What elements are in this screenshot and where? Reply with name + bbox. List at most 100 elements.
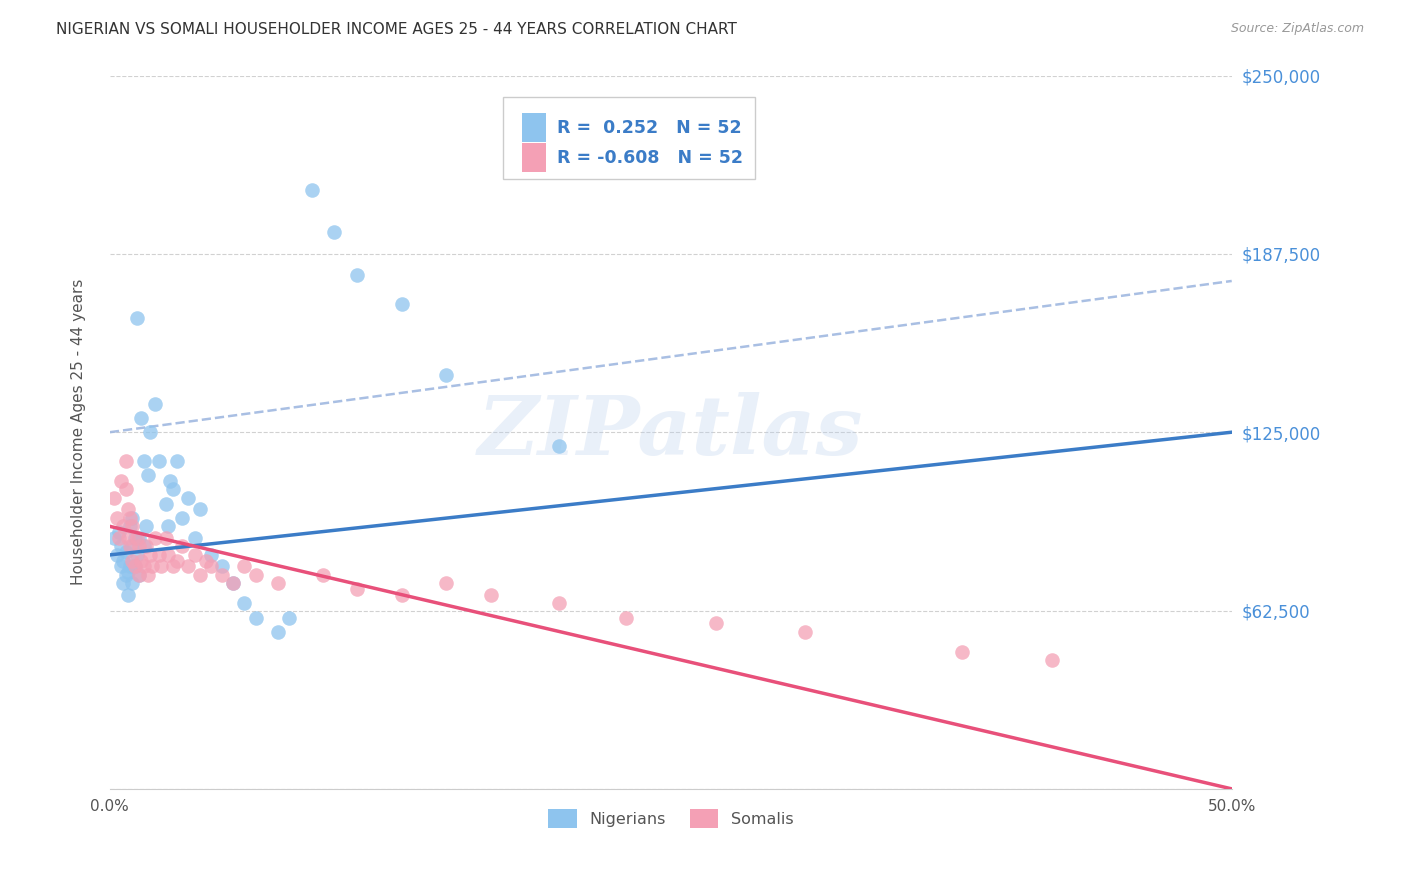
Point <box>188 567 211 582</box>
Point <box>177 559 200 574</box>
Text: NIGERIAN VS SOMALI HOUSEHOLDER INCOME AGES 25 - 44 YEARS CORRELATION CHART: NIGERIAN VS SOMALI HOUSEHOLDER INCOME AG… <box>56 22 737 37</box>
Y-axis label: Householder Income Ages 25 - 44 years: Householder Income Ages 25 - 44 years <box>72 279 86 585</box>
Point <box>148 454 170 468</box>
Point <box>114 454 136 468</box>
Point <box>233 559 256 574</box>
Point <box>794 624 817 639</box>
Point <box>195 553 218 567</box>
Point <box>124 531 146 545</box>
Point <box>139 425 162 440</box>
Point <box>132 539 155 553</box>
Point <box>135 539 157 553</box>
Point <box>1040 653 1063 667</box>
Point <box>704 616 727 631</box>
Text: R =  0.252   N = 52: R = 0.252 N = 52 <box>558 119 742 136</box>
Point <box>121 539 143 553</box>
Point <box>128 567 150 582</box>
Point <box>129 411 152 425</box>
Point <box>157 548 180 562</box>
Point <box>108 524 131 539</box>
Point <box>267 624 290 639</box>
Text: Source: ZipAtlas.com: Source: ZipAtlas.com <box>1230 22 1364 36</box>
Point <box>117 502 139 516</box>
Point <box>139 548 162 562</box>
Point <box>128 539 150 553</box>
Point <box>184 531 207 545</box>
Point <box>110 559 132 574</box>
Bar <box>522 144 547 172</box>
Point <box>301 183 323 197</box>
Point <box>124 559 146 574</box>
Point <box>346 582 368 596</box>
Point <box>121 510 143 524</box>
FancyBboxPatch shape <box>502 97 755 179</box>
Point <box>118 539 141 553</box>
Point <box>117 565 139 579</box>
Point <box>112 553 135 567</box>
Point <box>110 539 132 553</box>
Point <box>110 474 132 488</box>
Point <box>157 519 180 533</box>
Point <box>391 588 413 602</box>
Point <box>162 559 184 574</box>
Point <box>136 468 159 483</box>
Point <box>200 559 222 574</box>
Point <box>436 576 458 591</box>
Point <box>177 491 200 505</box>
Point <box>112 519 135 533</box>
Point <box>184 548 207 562</box>
Point <box>128 531 150 545</box>
Point <box>170 510 193 524</box>
Point <box>245 610 267 624</box>
Point <box>391 297 413 311</box>
Point <box>129 553 152 567</box>
Point <box>159 474 181 488</box>
Point <box>547 596 569 610</box>
Point <box>312 567 335 582</box>
Bar <box>522 113 547 142</box>
Point <box>132 559 155 574</box>
Point <box>121 553 143 567</box>
Point <box>141 559 163 574</box>
Point <box>323 226 346 240</box>
Point <box>117 531 139 545</box>
Point <box>105 548 128 562</box>
Point <box>114 545 136 559</box>
Point <box>132 454 155 468</box>
Point <box>125 548 148 562</box>
Point <box>143 531 166 545</box>
Point <box>118 519 141 533</box>
Point <box>135 519 157 533</box>
Point <box>162 483 184 497</box>
Point <box>346 268 368 283</box>
Point <box>148 548 170 562</box>
Point <box>136 567 159 582</box>
Point <box>245 567 267 582</box>
Point <box>108 531 131 545</box>
Point <box>105 510 128 524</box>
Point <box>200 548 222 562</box>
Point <box>118 559 141 574</box>
Point <box>211 559 233 574</box>
Point <box>222 576 245 591</box>
Point <box>124 559 146 574</box>
Point <box>278 610 301 624</box>
Point <box>128 567 150 582</box>
Text: ZIPatlas: ZIPatlas <box>478 392 863 472</box>
Point <box>112 576 135 591</box>
Point <box>233 596 256 610</box>
Legend: Nigerians, Somalis: Nigerians, Somalis <box>541 802 800 834</box>
Point <box>188 502 211 516</box>
Point <box>125 531 148 545</box>
Point <box>121 576 143 591</box>
Point <box>267 576 290 591</box>
Point <box>114 483 136 497</box>
Point <box>155 496 177 510</box>
Point <box>211 567 233 582</box>
Point <box>222 576 245 591</box>
Point <box>103 491 125 505</box>
Point <box>155 531 177 545</box>
Point <box>150 559 173 574</box>
Point <box>166 454 188 468</box>
Point <box>436 368 458 383</box>
